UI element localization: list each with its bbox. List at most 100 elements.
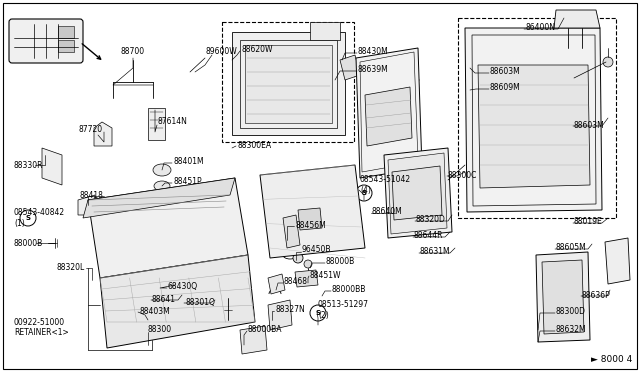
Text: 88451P: 88451P [174, 177, 203, 186]
Text: 88632M: 88632M [556, 326, 587, 334]
Text: 88644R: 88644R [414, 231, 444, 241]
Polygon shape [148, 108, 165, 140]
Text: 88000B: 88000B [326, 257, 355, 266]
Text: S: S [362, 190, 367, 196]
Ellipse shape [197, 281, 211, 289]
Text: 88019E: 88019E [574, 218, 603, 227]
Polygon shape [356, 48, 422, 178]
Text: 88000B: 88000B [14, 238, 44, 247]
Bar [58, 26, 74, 38]
Text: 88327N: 88327N [275, 305, 305, 314]
Polygon shape [295, 270, 318, 287]
Polygon shape [388, 153, 447, 234]
Text: 88320D: 88320D [416, 215, 446, 224]
Text: 08543-40842
(1): 08543-40842 (1) [14, 208, 65, 228]
Text: 88401M: 88401M [174, 157, 205, 167]
Polygon shape [100, 255, 255, 348]
Bar [58, 40, 74, 52]
Polygon shape [88, 178, 248, 278]
Text: 88451W: 88451W [310, 270, 342, 279]
Text: 88603M: 88603M [490, 67, 521, 77]
Text: 88300C: 88300C [448, 170, 477, 180]
Circle shape [211, 292, 217, 298]
Ellipse shape [549, 277, 577, 293]
Ellipse shape [225, 276, 239, 284]
Ellipse shape [549, 307, 577, 323]
Circle shape [587, 197, 593, 203]
Text: ► 8000 4: ► 8000 4 [591, 355, 632, 364]
Ellipse shape [154, 181, 170, 191]
Text: 08543-51042
(4): 08543-51042 (4) [360, 175, 411, 195]
Text: 89600W: 89600W [205, 48, 237, 57]
Text: 88639M: 88639M [358, 65, 388, 74]
Text: 88609M: 88609M [490, 83, 521, 93]
Polygon shape [232, 32, 345, 135]
Circle shape [413, 149, 419, 155]
Polygon shape [240, 326, 267, 354]
Text: 88430M: 88430M [358, 48, 388, 57]
Text: 87614N: 87614N [157, 118, 187, 126]
Ellipse shape [46, 159, 58, 173]
Ellipse shape [169, 286, 183, 294]
Circle shape [155, 302, 161, 308]
Polygon shape [42, 148, 62, 185]
Text: 88636P: 88636P [582, 291, 611, 299]
Text: 88468: 88468 [284, 278, 308, 286]
Polygon shape [340, 55, 360, 80]
Text: 88640M: 88640M [372, 208, 403, 217]
Text: 88300EA: 88300EA [238, 141, 272, 150]
Polygon shape [268, 300, 292, 330]
Bar [222, 22, 354, 142]
Polygon shape [94, 122, 112, 146]
Text: 88456M: 88456M [296, 221, 327, 230]
Circle shape [293, 253, 303, 263]
Text: S: S [26, 215, 31, 221]
Text: 88605M: 88605M [556, 244, 587, 253]
Circle shape [304, 260, 312, 268]
Polygon shape [536, 252, 590, 342]
Bar [458, 18, 616, 218]
Circle shape [356, 185, 372, 201]
Polygon shape [542, 260, 584, 334]
Text: 87720: 87720 [79, 125, 103, 135]
Circle shape [127, 307, 133, 313]
Circle shape [477, 197, 483, 203]
Ellipse shape [141, 291, 155, 299]
Text: 88000BA: 88000BA [248, 326, 282, 334]
Polygon shape [78, 195, 95, 215]
Text: 88418: 88418 [79, 190, 103, 199]
Polygon shape [310, 22, 340, 40]
Ellipse shape [153, 164, 171, 176]
FancyBboxPatch shape [9, 19, 83, 63]
Circle shape [239, 287, 245, 293]
Circle shape [413, 77, 419, 83]
Circle shape [477, 45, 483, 51]
Ellipse shape [98, 130, 108, 142]
Polygon shape [392, 166, 442, 220]
Polygon shape [245, 45, 332, 123]
Text: S: S [316, 310, 321, 316]
Text: 00922-51000
RETAINER<1>: 00922-51000 RETAINER<1> [14, 318, 68, 337]
Polygon shape [478, 65, 590, 188]
Text: 88320L: 88320L [57, 263, 85, 273]
Text: 88403M: 88403M [140, 308, 171, 317]
Polygon shape [260, 165, 365, 258]
Text: 88641: 88641 [152, 295, 176, 305]
Polygon shape [605, 238, 630, 284]
Text: 68430Q: 68430Q [168, 282, 198, 292]
Text: 88300D: 88300D [556, 308, 586, 317]
Text: 88603M: 88603M [574, 121, 605, 129]
Circle shape [20, 210, 36, 226]
Polygon shape [298, 208, 322, 230]
Text: 08513-51297
(2): 08513-51297 (2) [318, 300, 369, 320]
Polygon shape [268, 274, 285, 294]
Polygon shape [554, 10, 600, 28]
Text: 88300: 88300 [148, 326, 172, 334]
Circle shape [587, 45, 593, 51]
Text: 96450B: 96450B [302, 246, 332, 254]
Text: 88700: 88700 [121, 48, 145, 57]
Text: 88000BB: 88000BB [332, 285, 366, 295]
Circle shape [310, 305, 326, 321]
Circle shape [275, 311, 285, 321]
Circle shape [183, 297, 189, 303]
